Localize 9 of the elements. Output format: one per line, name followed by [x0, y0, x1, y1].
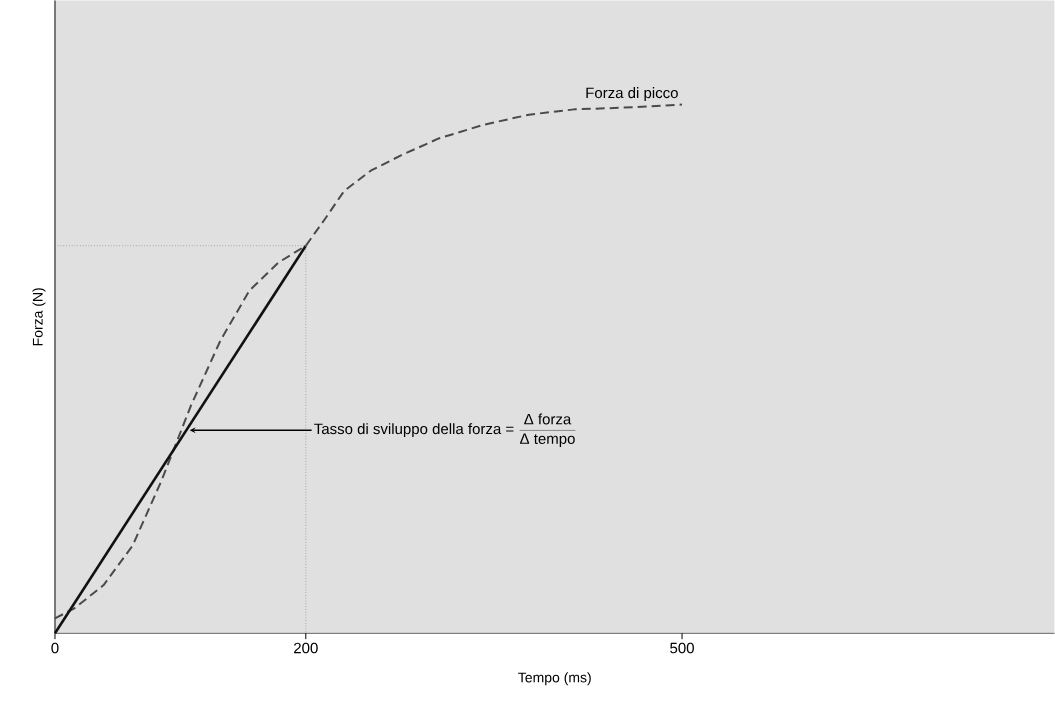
x-tick-label: 0 [51, 642, 59, 654]
x-tick-label: 200 [294, 642, 318, 654]
x-axis-title: Tempo (ms) [518, 672, 591, 686]
y-axis-title: Forza (N) [32, 288, 46, 346]
annotation: Δ tempo [520, 433, 575, 447]
x-tick-label: 500 [670, 642, 694, 654]
annotation: Δ forza [524, 413, 572, 425]
annotation: Forza di picco [586, 87, 678, 102]
annotation: Tasso di sviluppo della forza = [314, 423, 514, 438]
